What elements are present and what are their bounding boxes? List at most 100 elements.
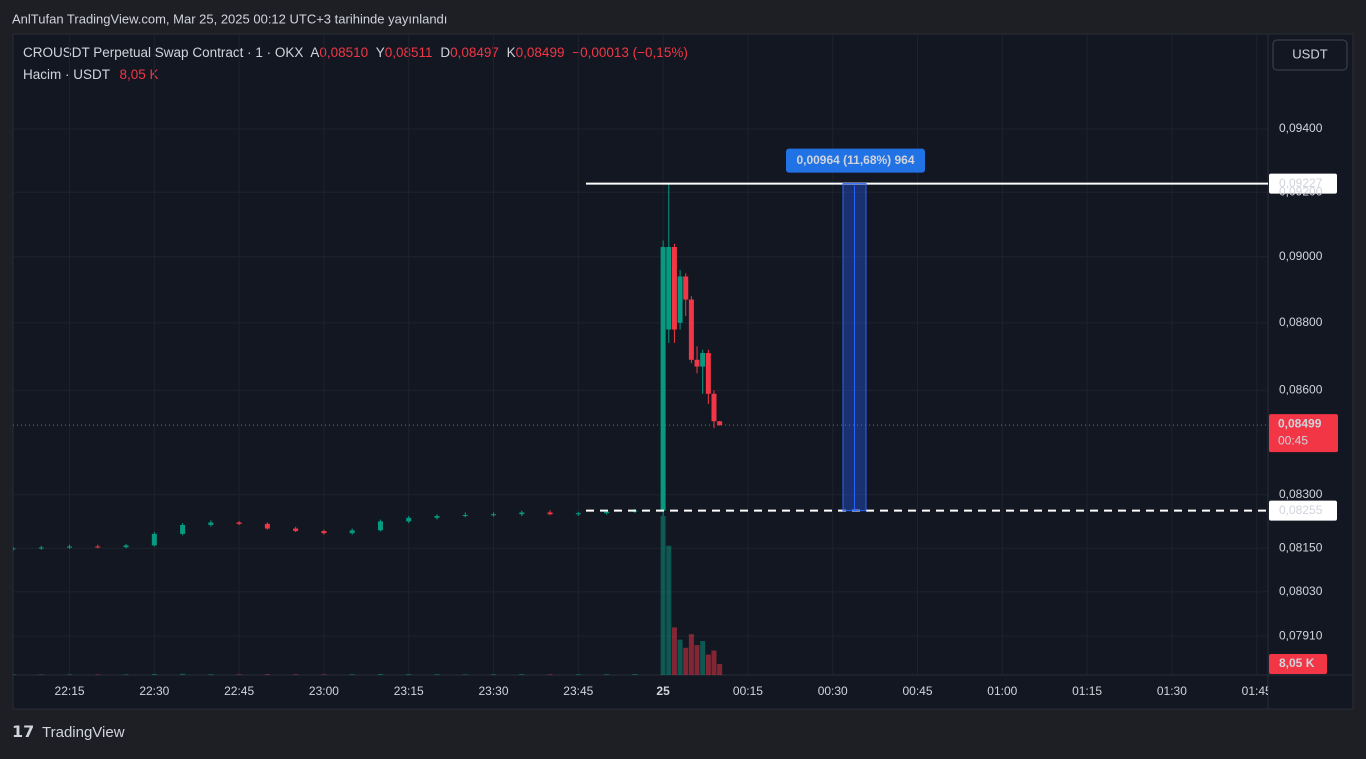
candle-body — [406, 517, 412, 522]
candle-body — [711, 393, 717, 422]
y-tick-label: 0,08150 — [1279, 540, 1323, 554]
candle-body — [293, 528, 299, 532]
last-price-box — [1269, 414, 1338, 453]
volume-bar — [677, 639, 683, 675]
y-tick-label: 0,09200 — [1279, 184, 1323, 198]
volume-bar — [13, 674, 16, 675]
legend: CROUSDT Perpetual Swap Contract · 1 · OK… — [23, 45, 688, 60]
candle-body — [13, 548, 16, 550]
volume-bar — [711, 650, 717, 675]
volume-bar — [321, 674, 327, 675]
y-tick-label: 0,08030 — [1279, 584, 1323, 598]
volume-bar — [491, 674, 497, 675]
x-tick-label: 22:30 — [139, 684, 169, 698]
key: D — [440, 45, 450, 60]
candle-body — [236, 522, 242, 524]
volume-bar — [293, 674, 299, 675]
volume-bar — [604, 674, 610, 675]
volume-bar — [38, 674, 44, 675]
volume-bar — [694, 645, 700, 675]
volume-bar — [683, 647, 689, 675]
volume-bar — [123, 674, 129, 675]
volume-bar — [519, 674, 525, 675]
candle-body — [700, 353, 706, 367]
volume-bar — [688, 634, 694, 675]
volume-bar — [208, 674, 214, 675]
candle-body — [519, 512, 525, 515]
volume-bar — [264, 674, 270, 675]
candle-body — [377, 521, 383, 531]
y-tick-label: 0,08800 — [1279, 315, 1323, 329]
logo-text: TradingView — [42, 724, 125, 741]
measure-label: 0,00964 (11,68%) 964 — [796, 153, 914, 167]
y-tick-label: 0,08300 — [1279, 487, 1323, 501]
candle-body — [688, 299, 694, 360]
x-tick-label: 23:15 — [394, 684, 424, 698]
symbol: CROUSDT Perpetual Swap Contract · 1 · OK… — [23, 45, 303, 60]
candle-body — [717, 421, 723, 426]
candle-body — [683, 276, 689, 300]
candle-body — [491, 514, 497, 516]
volume-value: 8,05 K — [120, 67, 159, 82]
candle-body — [547, 512, 553, 515]
currency-button[interactable] — [1272, 39, 1348, 71]
volume-bar — [700, 641, 706, 675]
key: A — [310, 45, 319, 60]
candle-body — [180, 524, 186, 534]
logo: 𝟭𝟳 — [12, 724, 34, 741]
volume-bar — [717, 664, 723, 675]
key: Y — [376, 45, 385, 60]
candle-body — [666, 247, 672, 330]
candle-body — [462, 514, 468, 517]
volume-bar — [462, 674, 468, 675]
measure-low-label: 0,08255 — [1279, 503, 1323, 517]
last-volume-box — [1269, 654, 1327, 675]
volume-bar — [151, 673, 157, 675]
volume-bar — [67, 674, 73, 675]
value: 0,08499 — [516, 45, 565, 60]
volume-bar — [547, 674, 553, 675]
value: 0,08510 — [319, 45, 368, 60]
x-tick-label: 01:45 — [1242, 684, 1272, 698]
candle-body — [705, 353, 711, 394]
value: 0,08497 — [450, 45, 499, 60]
x-tick-label: 00:15 — [733, 684, 763, 698]
candle-body — [151, 533, 157, 546]
volume-bar — [406, 674, 412, 675]
candle-body — [660, 247, 666, 511]
currency-label: USDT — [1292, 46, 1327, 61]
countdown-label: 00:45 — [1278, 433, 1308, 447]
candle-body — [95, 546, 101, 548]
volume-bar — [236, 674, 242, 675]
x-tick-label: 23:00 — [309, 684, 339, 698]
x-tick-label: 22:45 — [224, 684, 254, 698]
candle-body — [677, 276, 683, 323]
y-tick-label: 0,09400 — [1279, 121, 1323, 135]
x-tick-label: 22:15 — [55, 684, 85, 698]
volume-bar — [705, 654, 711, 675]
candle-body — [434, 516, 440, 518]
candle-body — [38, 547, 44, 549]
volume-legend: Hacim · USDT 8,05 K — [23, 67, 159, 82]
volume-bar — [660, 515, 666, 675]
volume-title: Hacim · USDT — [23, 67, 110, 82]
y-tick-label: 0,08600 — [1279, 383, 1323, 397]
volume-bar — [180, 673, 186, 675]
x-tick-label: 01:30 — [1157, 684, 1187, 698]
published-note: AnlTufan TradingView.com, Mar 25, 2025 0… — [12, 11, 447, 26]
volume-bar — [671, 627, 677, 675]
candle-body — [575, 513, 581, 515]
volume-bar — [575, 674, 581, 675]
x-tick-label: 00:30 — [818, 684, 848, 698]
logo-mark: 𝟭𝟳 — [12, 724, 34, 741]
x-tick-label: 23:45 — [563, 684, 593, 698]
candle-body — [671, 247, 677, 330]
volume-bar — [349, 674, 355, 675]
change: −0,00013 (−0,15%) — [572, 45, 688, 60]
chart-frame — [12, 33, 1354, 710]
candle-body — [321, 531, 327, 534]
measure-high-box — [1269, 173, 1337, 194]
candle-body — [123, 545, 129, 548]
